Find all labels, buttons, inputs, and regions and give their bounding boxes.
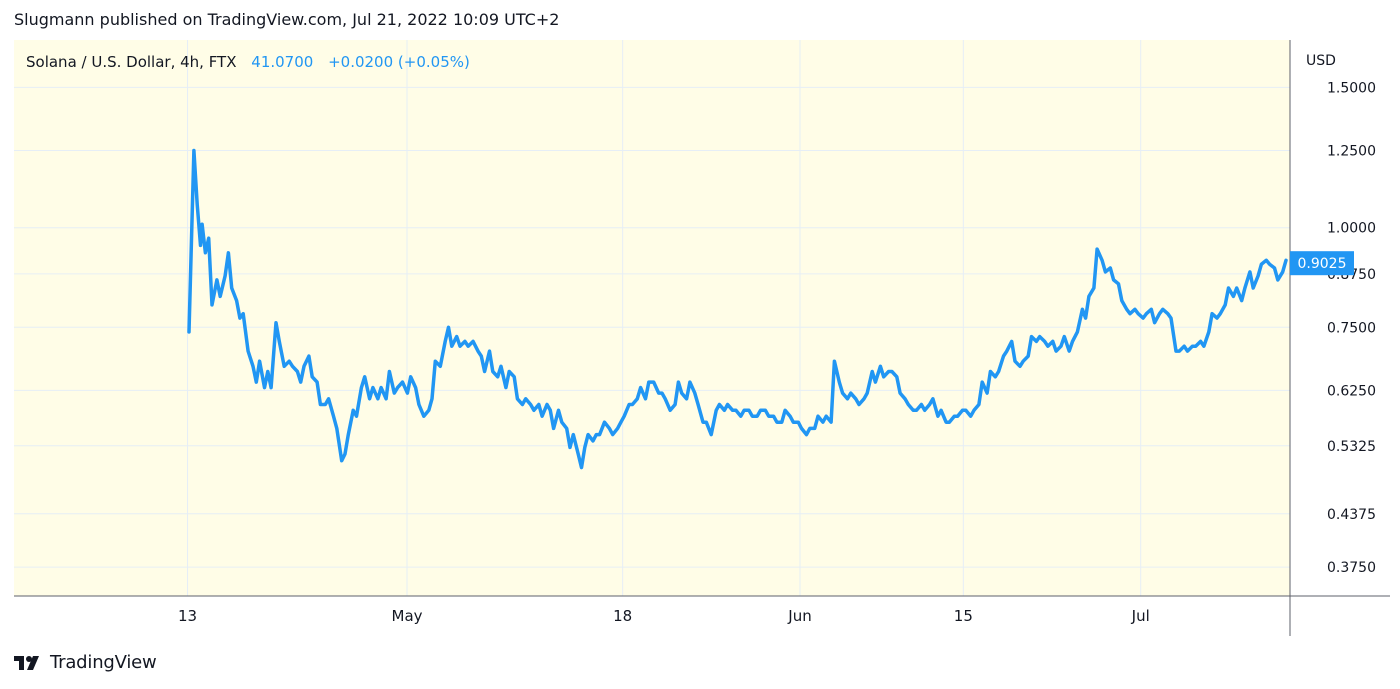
plot-background [14, 40, 1290, 596]
legend-symbol: Solana / U.S. Dollar, 4h, FTX [26, 53, 237, 71]
last-price-label: 0.9025 [1298, 256, 1347, 272]
last-price-badge: 0.9025 [1290, 251, 1354, 276]
chart-frame: USD 1.50001.25001.00000.87500.75000.6250… [14, 40, 1390, 636]
time-tick-label: Jun [787, 607, 811, 625]
tradingview-logo-icon [14, 655, 39, 670]
price-tick-labels: 1.50001.25001.00000.87500.75000.62500.53… [1327, 80, 1376, 576]
published-line: Slugmann published on TradingView.com, J… [14, 10, 560, 29]
price-tick-label: 0.5325 [1327, 439, 1376, 455]
currency-label: USD [1306, 53, 1336, 69]
price-tick-label: 0.7500 [1327, 320, 1376, 336]
time-tick-label: May [392, 607, 423, 625]
time-tick-label: 18 [613, 607, 632, 625]
price-tick-label: 1.0000 [1327, 221, 1376, 237]
footer: TradingView [14, 652, 157, 673]
series-line [187, 148, 1288, 470]
footer-brand: TradingView [50, 652, 157, 673]
time-tick-labels: 13 May 18 Jun 15 Jul [178, 607, 1150, 625]
price-tick-label: 1.2500 [1327, 143, 1376, 159]
time-tick-label: 13 [178, 607, 197, 625]
price-tick-label: 1.5000 [1327, 80, 1376, 96]
price-tick-label: 0.3750 [1327, 560, 1376, 576]
grid-lines [14, 40, 1290, 596]
price-chart[interactable]: USD 1.50001.25001.00000.87500.75000.6250… [14, 40, 1390, 636]
price-tick-label: 0.4375 [1327, 507, 1376, 523]
price-tick-label: 0.6250 [1327, 383, 1376, 399]
legend-last: 41.0700 [251, 53, 313, 71]
time-tick-label: 15 [954, 607, 973, 625]
chart-legend: Solana / U.S. Dollar, 4h, FTX 41.0700 +0… [26, 53, 470, 71]
time-tick-label: Jul [1131, 607, 1150, 625]
last-price-badge-bg [1290, 251, 1354, 276]
legend-change: +0.0200 (+0.05%) [328, 53, 470, 71]
